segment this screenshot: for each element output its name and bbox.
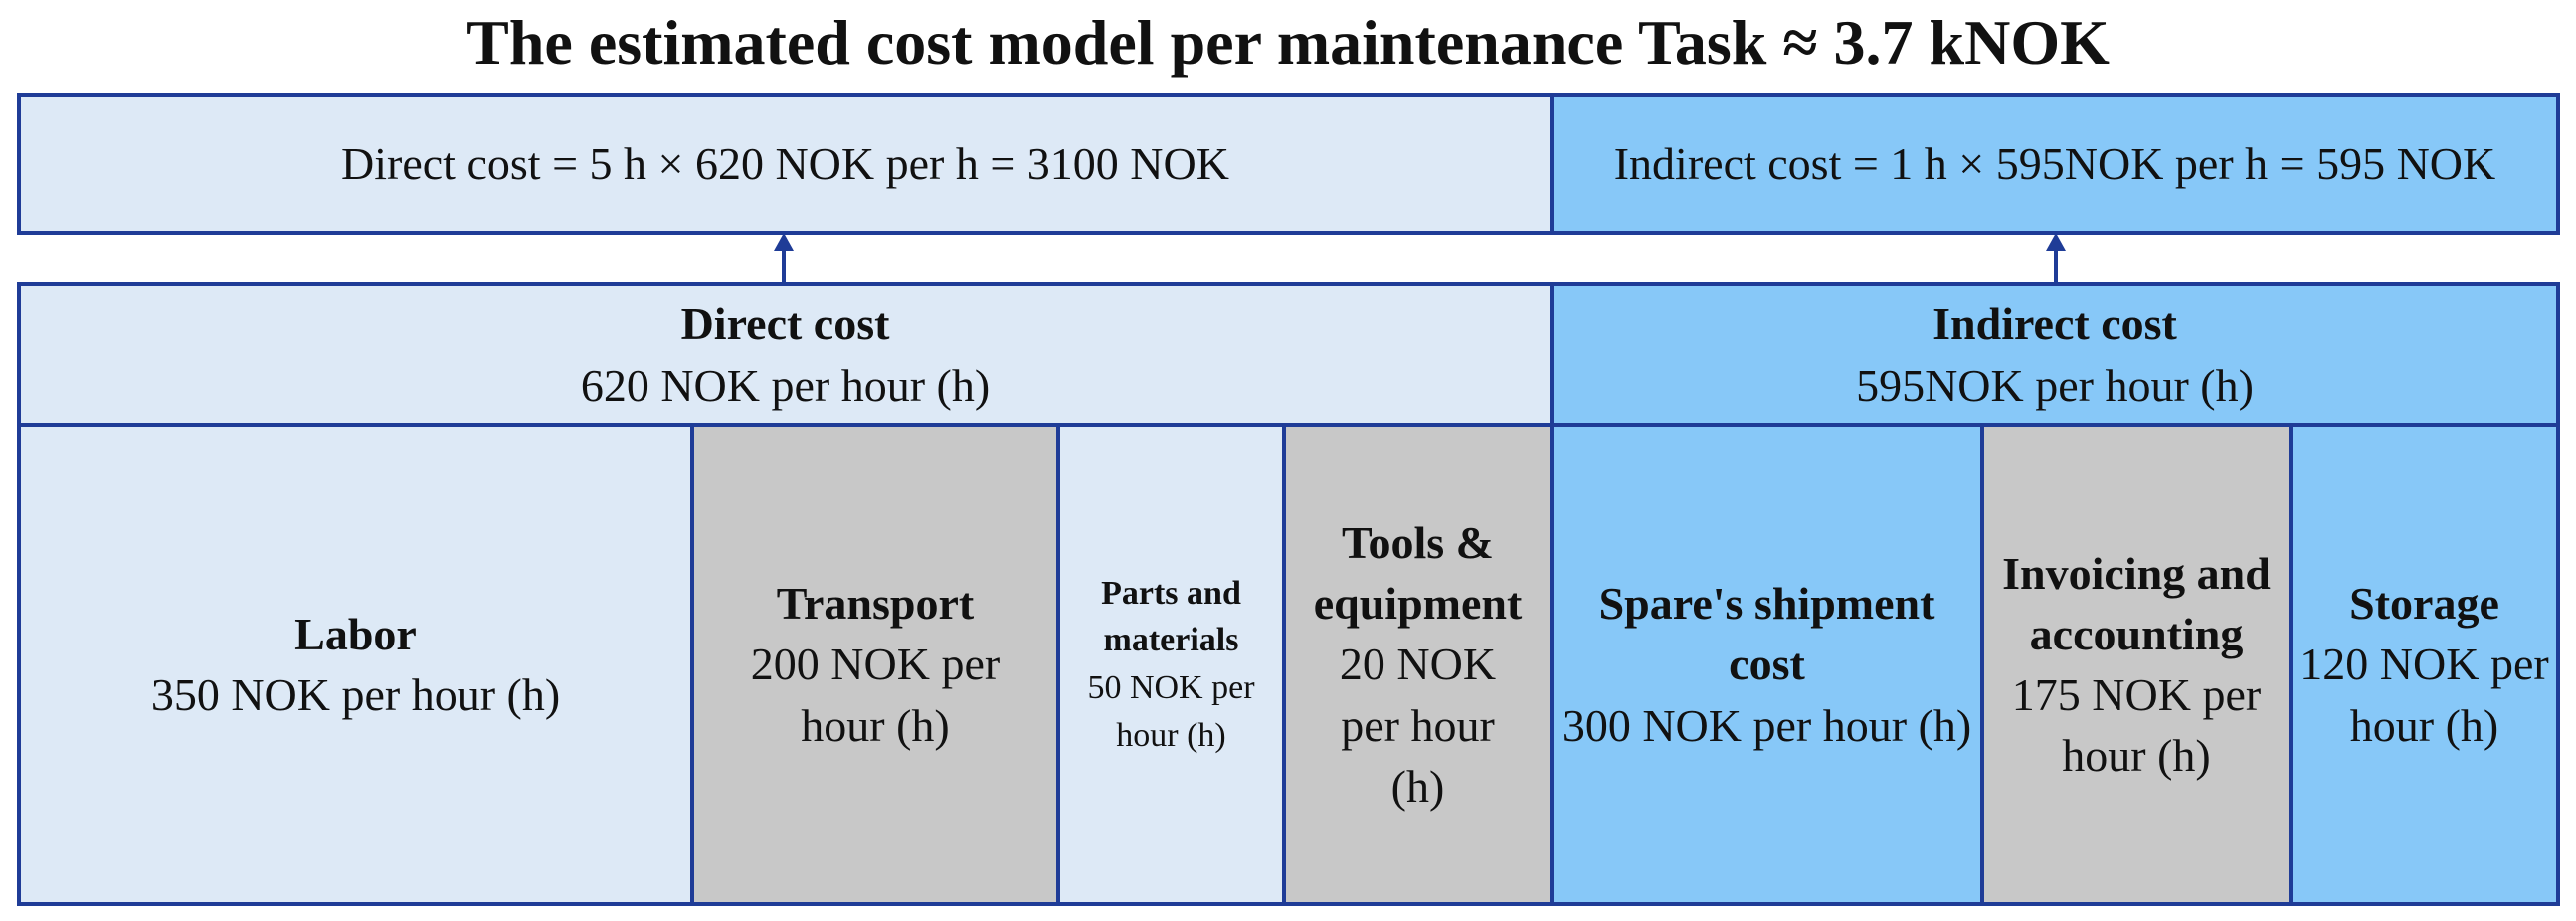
cost-cell: Spare's shipment cost 300 NOK per hour (… — [1550, 423, 1984, 906]
item-name: Parts and materials — [1101, 574, 1241, 659]
cost-cell: Storage 120 NOK per hour (h) — [2289, 423, 2560, 906]
item-name: Tools & equipment — [1313, 517, 1523, 630]
item-name: Invoicing and accounting — [2002, 547, 2271, 659]
cost-cell: Transport 200 NOK per hour (h) — [690, 423, 1060, 906]
item-rate: 300 NOK per hour (h) — [1562, 699, 1972, 751]
item-rate: 350 NOK per hour (h) — [150, 669, 561, 720]
item-name: Labor — [294, 608, 417, 659]
arrowhead — [2046, 233, 2066, 251]
item-rate: 50 NOK per hour (h) — [1087, 669, 1255, 754]
item-name: Spare's shipment cost — [1598, 578, 1935, 690]
item-name: Storage — [2349, 578, 2499, 630]
cost-cell: Labor 350 NOK per hour (h) — [17, 423, 694, 906]
item-rate: 120 NOK per hour (h) — [2300, 639, 2549, 751]
indirect-summary: Indirect cost = 1 h × 595NOK per h = 595… — [1550, 93, 2560, 235]
item-rate: 175 NOK per hour (h) — [2011, 669, 2262, 782]
arrowhead — [774, 233, 794, 251]
group-name: Indirect cost — [1932, 298, 2177, 350]
group-name: Direct cost — [680, 298, 890, 350]
cost-cell: Invoicing and accounting 175 NOK per hou… — [1980, 423, 2293, 906]
group-header: Direct cost 620 NOK per hour (h) — [17, 282, 1554, 427]
group-header: Indirect cost 595NOK per hour (h) — [1550, 282, 2560, 427]
group-rate: 620 NOK per hour (h) — [580, 359, 991, 411]
title: The estimated cost model per maintenance… — [466, 7, 2110, 78]
cost-cell: Parts and materials 50 NOK per hour (h) — [1056, 423, 1286, 906]
summary-text: Indirect cost = 1 h × 595NOK per h = 595… — [1613, 138, 2496, 190]
group-rate: 595NOK per hour (h) — [1856, 359, 2254, 411]
item-rate: 20 NOK per hour (h) — [1339, 639, 1497, 812]
cost-cell: Tools & equipment 20 NOK per hour (h) — [1282, 423, 1554, 906]
summary-text: Direct cost = 5 h × 620 NOK per h = 3100… — [341, 138, 1229, 190]
direct-summary: Direct cost = 5 h × 620 NOK per h = 3100… — [17, 93, 1554, 235]
item-name: Transport — [776, 578, 975, 630]
item-rate: 200 NOK per hour (h) — [750, 639, 1001, 751]
